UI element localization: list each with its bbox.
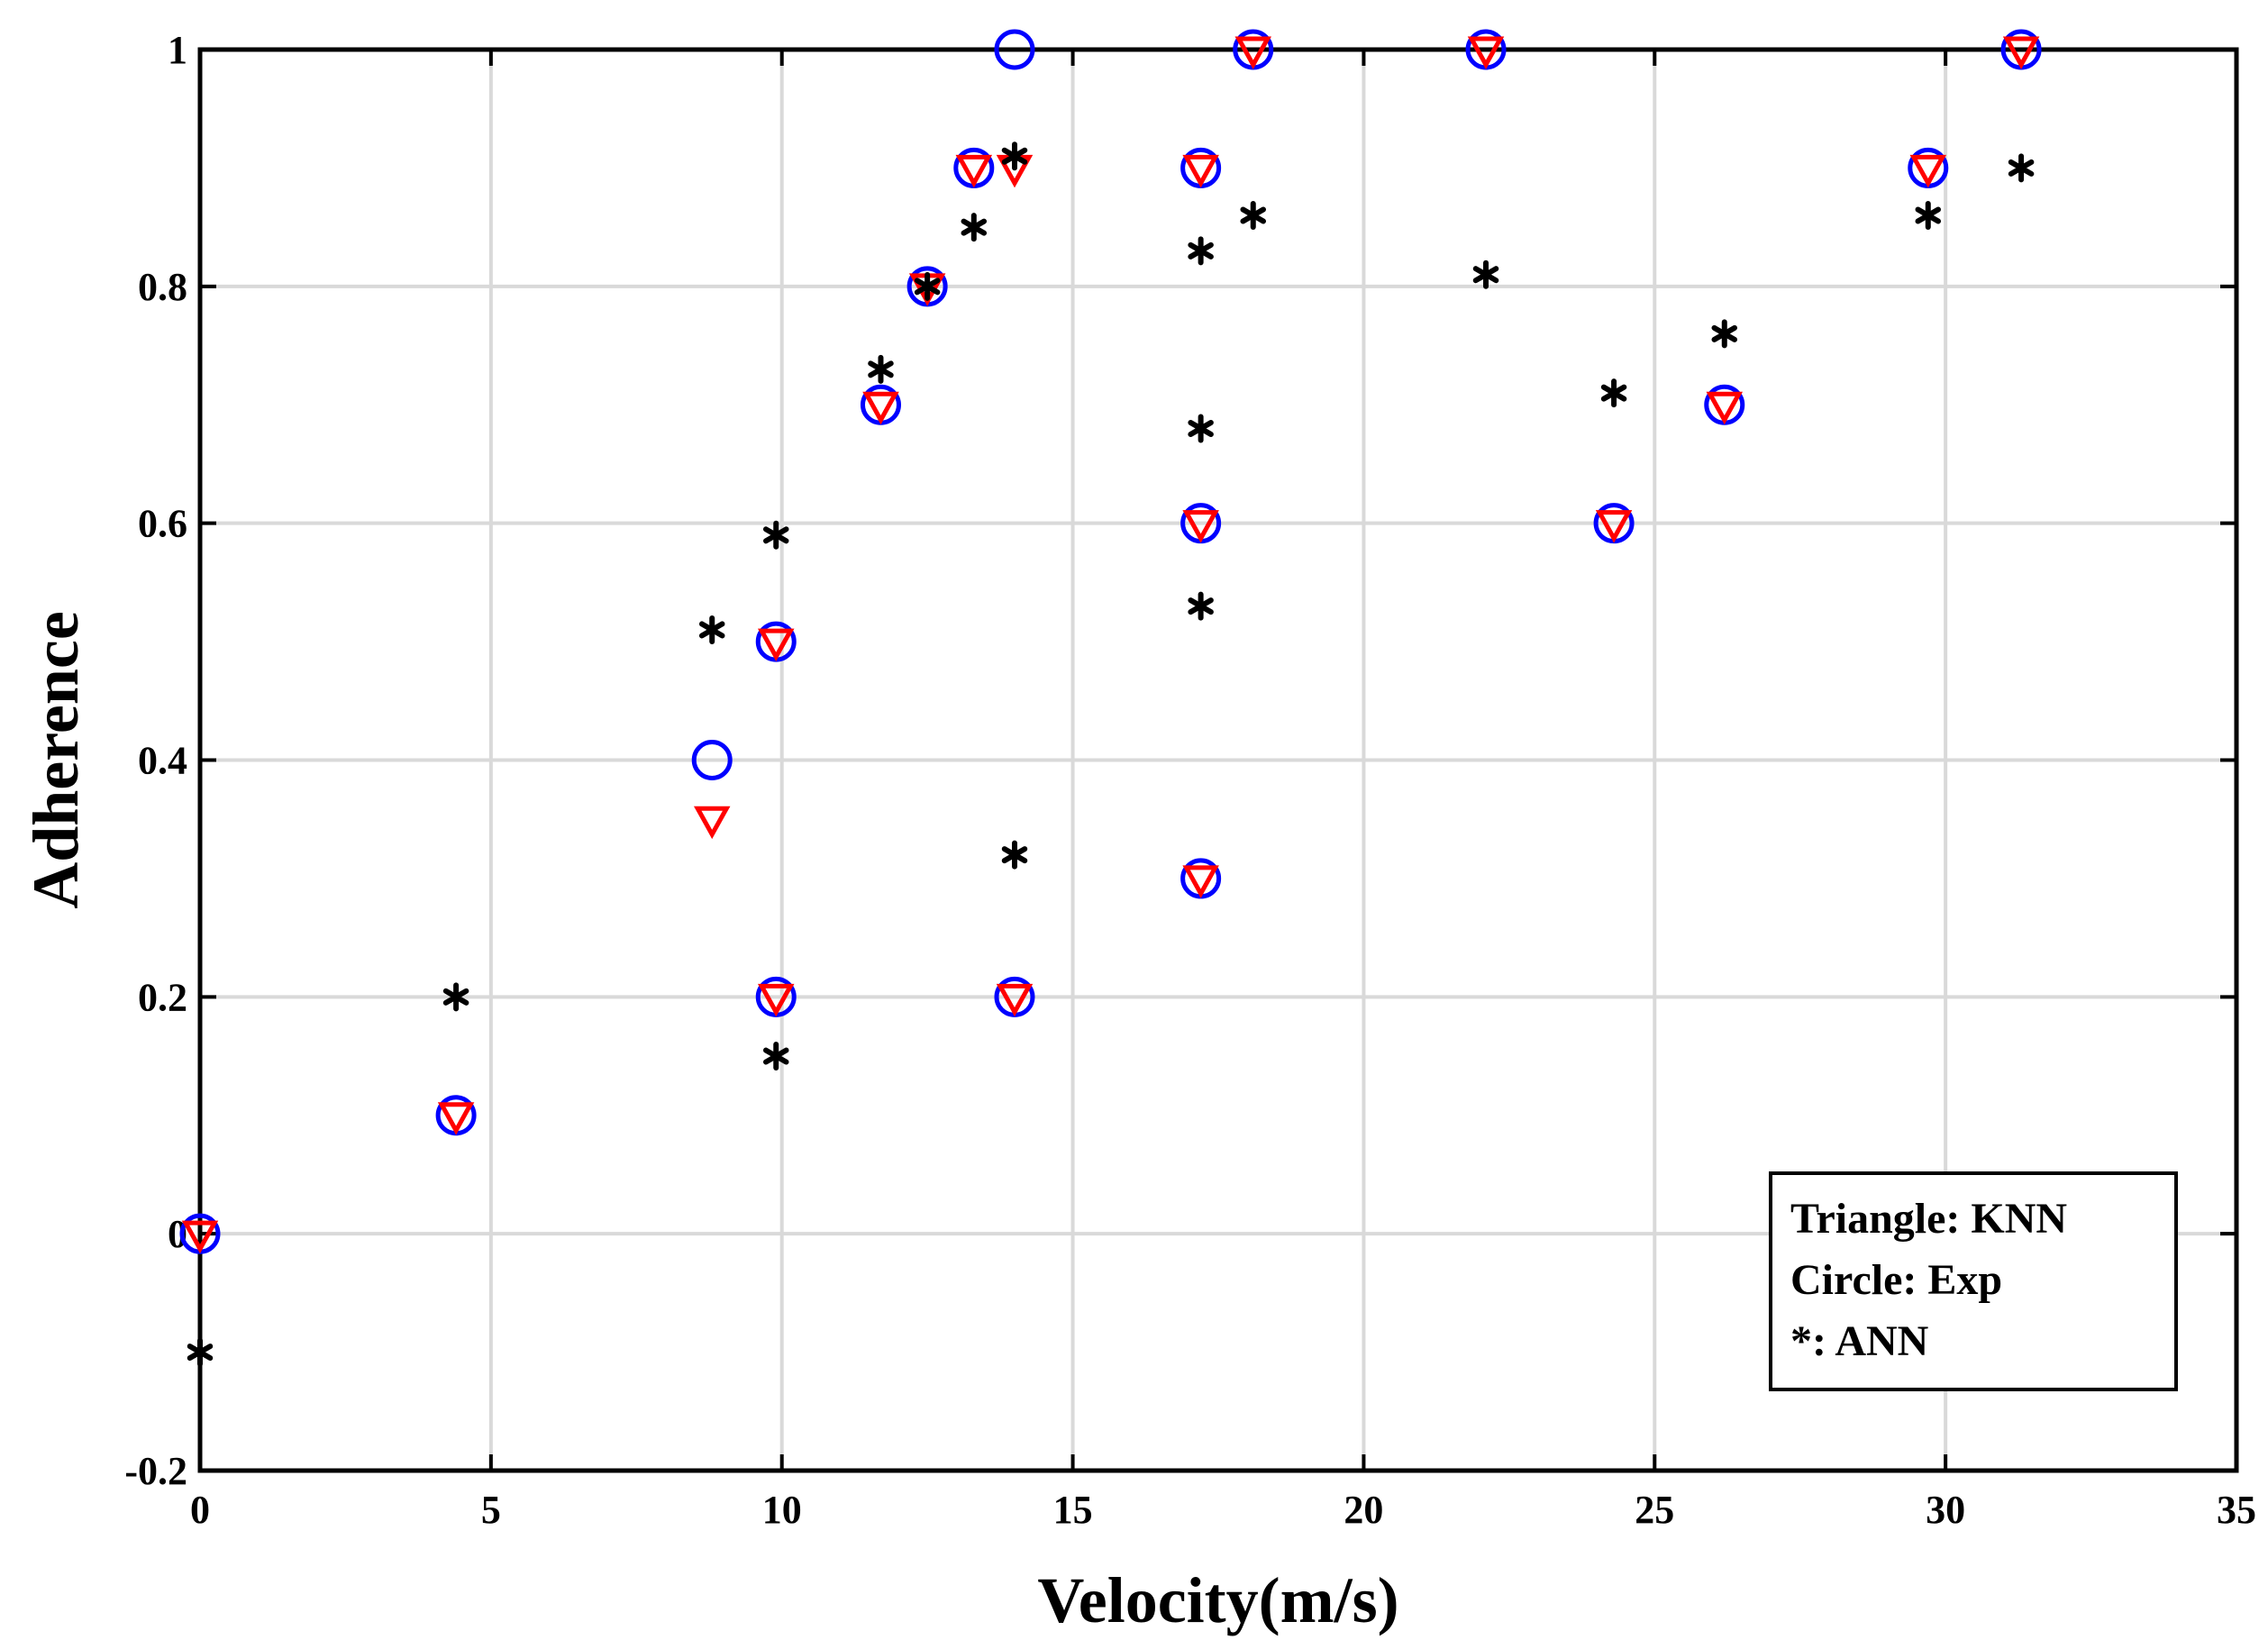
ann-point [1472, 260, 1499, 289]
ann-stroke [1188, 420, 1214, 438]
ann-point [1600, 378, 1627, 408]
ann-stroke [1240, 206, 1267, 224]
knn-point [1595, 510, 1633, 543]
x-axis-title: Velocity(m/s) [1037, 1564, 1398, 1636]
ann-stroke [914, 278, 941, 296]
ann-point [868, 354, 894, 384]
y-tick-label: 1 [168, 28, 187, 72]
ann-stroke [187, 1344, 214, 1362]
y-tick-label: -0.2 [124, 1449, 187, 1493]
knn-point [862, 391, 899, 425]
legend-entry-ann: *: ANN [1790, 1317, 1929, 1365]
knn-point [1182, 510, 1219, 543]
knn-point [758, 628, 795, 662]
x-tick-label: 5 [481, 1488, 501, 1532]
ann-point [1240, 200, 1267, 230]
ann-point [1915, 200, 1942, 230]
knn-point [996, 983, 1034, 1017]
ann-stroke [1915, 206, 1942, 224]
ann-point [442, 982, 469, 1012]
ann-stroke [1001, 147, 1028, 165]
knn-point [2002, 36, 2040, 69]
ann-stroke [442, 988, 469, 1006]
axis-ticks [198, 48, 2238, 1472]
y-tick-label: 0.6 [138, 502, 187, 546]
x-tick-label: 25 [1635, 1488, 1674, 1532]
x-tick-label: 35 [2217, 1488, 2256, 1532]
ann-stroke [762, 1047, 789, 1065]
ann-stroke [1711, 324, 1738, 342]
ann-stroke [1188, 597, 1214, 615]
ann-stroke [762, 526, 789, 544]
x-tick-label: 0 [190, 1488, 210, 1532]
ann-stroke [868, 360, 894, 378]
ann-point [1188, 414, 1214, 443]
knn-point [693, 806, 731, 840]
knn-point [758, 983, 795, 1017]
legend-entry-knn: Triangle: KNN [1790, 1195, 2067, 1243]
ann-stroke [2008, 159, 2035, 177]
x-tick-label: 30 [1926, 1488, 1965, 1532]
knn-point [1467, 36, 1505, 69]
ann-point [961, 213, 988, 242]
ann-point [1188, 591, 1214, 621]
y-tick-labels: -0.2 0 0.2 0.4 0.6 0.8 1 [124, 28, 187, 1493]
ann-point [698, 615, 725, 644]
knn-point [1234, 36, 1271, 69]
ann-point [1188, 236, 1214, 266]
ann-stroke [1472, 266, 1499, 284]
knn-point [437, 1102, 475, 1135]
ann-point [1001, 840, 1028, 870]
x-tick-label: 20 [1343, 1488, 1383, 1532]
grid-lines [200, 50, 2236, 1471]
y-axis-title: Adherence [20, 611, 92, 909]
ann-point [1001, 141, 1028, 171]
knn-point [181, 1220, 219, 1254]
knn-point [955, 154, 993, 188]
ann-stroke [1001, 846, 1028, 864]
x-tick-label: 10 [762, 1488, 802, 1532]
ann-stroke [1188, 241, 1214, 260]
legend-box [1769, 1171, 2178, 1391]
ann-point [762, 1042, 789, 1071]
legend-entry-exp: Circle: Exp [1790, 1256, 2002, 1304]
ann-point [2008, 153, 2035, 183]
knn-point [1182, 865, 1219, 898]
ann-stroke [1600, 384, 1627, 402]
knn-point [1706, 391, 1744, 425]
ann-point [762, 520, 789, 550]
exp-point [691, 740, 733, 780]
ann-stroke [698, 621, 725, 639]
x-tick-label: 15 [1053, 1488, 1093, 1532]
ann-stroke [961, 218, 988, 236]
legend: Triangle: KNN Circle: Exp *: ANN [1769, 1171, 2178, 1391]
data-marks [179, 29, 2042, 1367]
knn-point [1909, 154, 1947, 188]
exp-point [994, 29, 1035, 70]
knn-point [1182, 154, 1219, 188]
ann-point [187, 1337, 214, 1367]
y-tick-label: 0.2 [138, 975, 187, 1019]
x-tick-labels: 0 5 10 15 20 25 30 35 [190, 1488, 2256, 1532]
y-tick-label: 0.4 [138, 739, 187, 783]
y-tick-label: 0.8 [138, 265, 187, 309]
ann-point [914, 271, 941, 301]
ann-point [1711, 319, 1738, 349]
y-tick-label: 0 [168, 1212, 187, 1256]
